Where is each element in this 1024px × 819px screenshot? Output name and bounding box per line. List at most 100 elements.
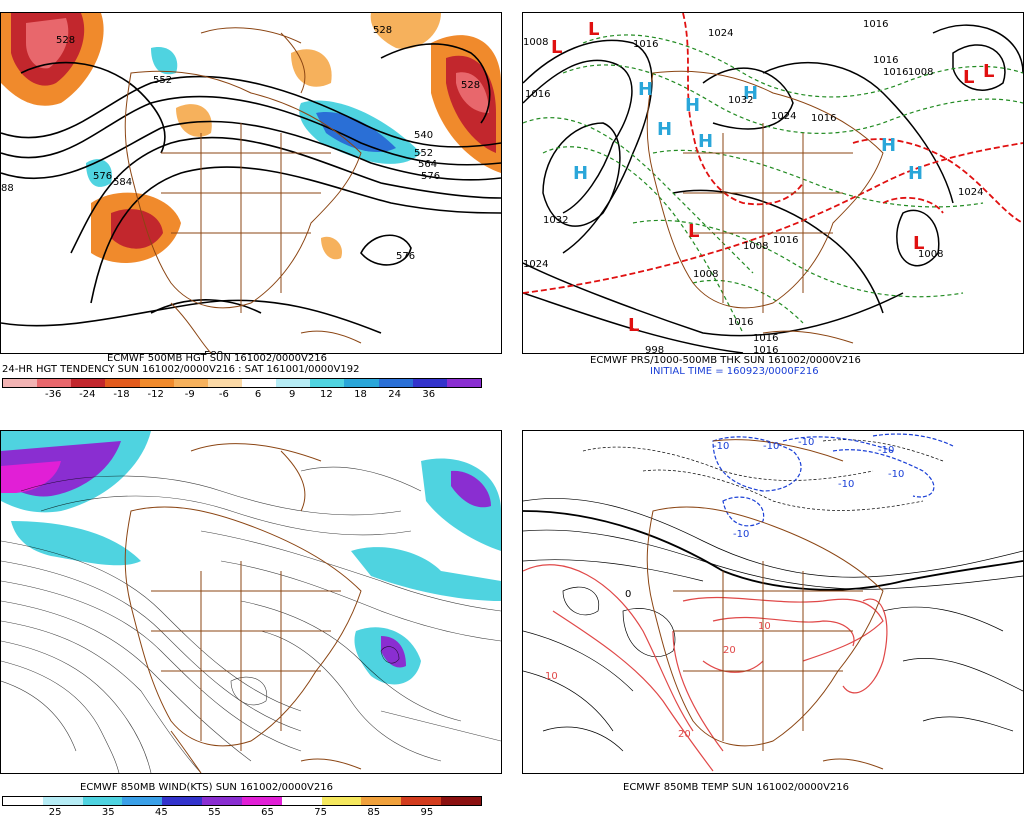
colorbar-tick-label: 55: [208, 807, 221, 818]
low-pressure-marker: L: [983, 61, 994, 82]
isobar-label: 1024: [523, 259, 548, 270]
isobar-label: 1008: [908, 67, 933, 78]
low-pressure-marker: L: [588, 19, 599, 40]
isobar-label: 1016: [633, 39, 658, 50]
colorbar-swatch: [82, 797, 123, 805]
colorbar-tick-label: -6: [218, 389, 229, 400]
colorbar-swatch: [344, 379, 379, 387]
colorbar-wind-speed: [2, 796, 482, 806]
colorbar-tick-label: 6: [254, 389, 262, 400]
caption-line-1: ECMWF PRS/1000-500MB THK SUN 161002/0000…: [590, 355, 861, 366]
colorbar-swatch: [202, 797, 242, 805]
colorbar-swatch: [3, 379, 38, 387]
contour-label: 552: [414, 148, 433, 159]
colorbar-swatch: [241, 797, 282, 805]
contour-label: 588: [204, 350, 223, 353]
colorbar-tick-label: 85: [367, 807, 381, 818]
colorbar-tick-label: -9: [184, 389, 195, 400]
colorbar-tick-label: 36: [422, 389, 436, 400]
isobar-label: 1008: [743, 241, 768, 252]
colorbar-swatch: [37, 379, 72, 387]
high-pressure-marker: H: [638, 79, 653, 100]
isotherm-label: -10: [713, 441, 729, 452]
isobar-label: 1008: [693, 269, 718, 280]
map-850mb-temp[interactable]: -10 -10 -10 -10 -10 -10 -10 10 10 20 20 …: [522, 430, 1024, 774]
colorbar-swatch: [361, 797, 402, 805]
isotherm-label: 20: [678, 729, 691, 740]
colorbar-swatch: [42, 797, 83, 805]
contour-label: 552: [153, 75, 172, 86]
isotherm-label: -10: [878, 445, 894, 456]
contour-label: 528: [461, 80, 480, 91]
high-pressure-marker: H: [685, 95, 700, 116]
contour-label: 528: [373, 25, 392, 36]
isotherm-label: 20: [723, 645, 736, 656]
isobar-label: 1008: [918, 249, 943, 260]
colorbar-swatch: [378, 379, 413, 387]
isobar-label: 1016: [753, 345, 778, 353]
colorbar-swatch: [412, 379, 447, 387]
isobar-label: 1032: [728, 95, 753, 106]
panel-surface-pressure: H H H H H H H H L L L L L L L 1024 1032: [512, 0, 1024, 410]
isobar-label: 1024: [708, 28, 733, 39]
high-pressure-marker: H: [908, 163, 923, 184]
caption-line-1: ECMWF 500MB HGT SUN 161002/0000V216: [107, 353, 327, 364]
caption-line-1: ECMWF 850MB WIND(KTS) SUN 161002/0000V21…: [80, 782, 333, 793]
colorbar-tick-label: 18: [354, 389, 367, 400]
colorbar-tick-label: -12: [147, 389, 164, 400]
colorbar-tick-label: 95: [420, 807, 434, 818]
isotherm-label: 0: [625, 589, 631, 600]
colorbar-swatch: [446, 379, 481, 387]
colorbar-ticks: 25 35 45 55 65 75 85 95: [2, 807, 480, 819]
isobar-label: 1008: [523, 37, 548, 48]
panel-850mb-wind: ECMWF 850MB WIND(KTS) SUN 161002/0000V21…: [0, 410, 512, 819]
colorbar-swatch: [173, 379, 208, 387]
colorbar-tick-label: 35: [101, 807, 115, 818]
map-500mb-height[interactable]: 528 552 540 552 564 576 576 584 576 588 …: [0, 12, 502, 354]
high-pressure-marker: H: [743, 83, 758, 104]
colorbar-swatch: [207, 379, 242, 387]
isotherm-label: -10: [838, 479, 854, 490]
map-850mb-wind[interactable]: [0, 430, 502, 774]
low-pressure-marker: L: [963, 67, 974, 88]
isobar-label: 998: [645, 345, 664, 353]
isobar-label: 1016: [753, 333, 778, 344]
isobar-label: 1016: [811, 113, 836, 124]
isobar-label: 1016: [525, 89, 550, 100]
map-surface-pressure[interactable]: H H H H H H H H L L L L L L L 1024 1032: [522, 12, 1024, 354]
low-pressure-marker: L: [688, 221, 699, 242]
colorbar-swatch: [401, 797, 442, 805]
low-pressure-marker: L: [628, 315, 639, 336]
panel-850mb-temp: -10 -10 -10 -10 -10 -10 -10 10 10 20 20 …: [512, 410, 1024, 819]
initial-time: INITIAL TIME = 160923/0000F216: [650, 366, 819, 377]
isotherm-label: 10: [545, 671, 558, 682]
contour-label: 584: [113, 177, 132, 188]
colorbar-swatch: [310, 379, 345, 387]
high-pressure-marker: H: [881, 135, 896, 156]
isobar-label: 1016: [728, 317, 753, 328]
low-pressure-marker: L: [551, 37, 562, 58]
isotherm-label: -10: [733, 529, 749, 540]
high-pressure-marker: H: [698, 131, 713, 152]
high-pressure-marker: H: [573, 163, 588, 184]
contour-label: 576: [396, 251, 415, 262]
colorbar-tick-label: 9: [289, 389, 296, 400]
contour-label: 576: [421, 171, 440, 182]
isobar-label: 1032: [543, 215, 568, 226]
colorbar-tick-label: 75: [314, 807, 328, 818]
contour-label: 540: [414, 130, 433, 141]
colorbar-swatch: [122, 797, 163, 805]
colorbar-swatch: [281, 797, 322, 805]
colorbar-tick-label: 45: [154, 807, 168, 818]
caption-line-2: 24-HR HGT TENDENCY SUN 161002/0000V216 :…: [2, 364, 360, 375]
colorbar-tick-label: -36: [45, 389, 62, 400]
contour-label: 576: [93, 171, 112, 182]
isobar-label: 1016: [773, 235, 798, 246]
isotherm-label: -10: [798, 437, 814, 448]
colorbar-swatch: [71, 379, 106, 387]
isobar-label: 1016: [873, 55, 898, 66]
contour-label: 528: [56, 35, 75, 46]
caption-line-1: ECMWF 850MB TEMP SUN 161002/0000V216: [623, 782, 850, 793]
high-pressure-marker: H: [657, 119, 672, 140]
isobar-label: 1024: [771, 111, 796, 122]
